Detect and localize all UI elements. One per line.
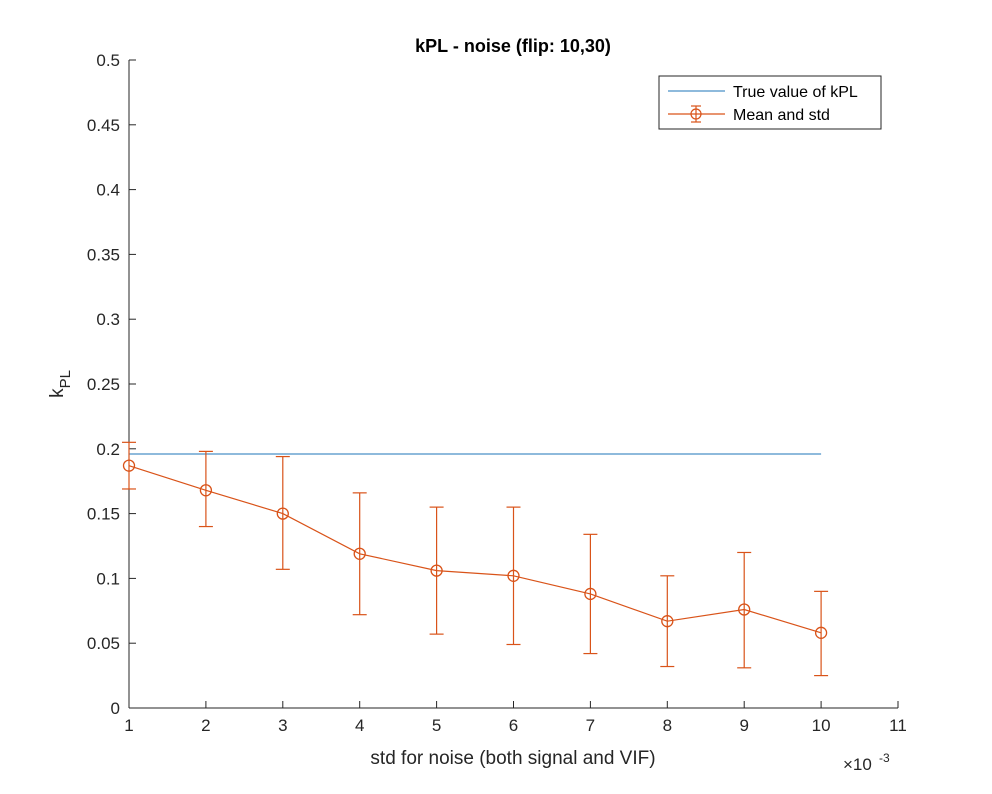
mean-marker [661, 615, 674, 628]
y-axis-label-main: kPL [47, 370, 74, 398]
x-axis-exponent-base: ×10 [843, 755, 872, 774]
errorbar-point [583, 533, 598, 655]
data-series [122, 441, 829, 677]
x-axis-exponent-power: -3 [879, 751, 890, 765]
errorbar-point [429, 506, 444, 635]
mean-marker [276, 507, 289, 520]
x-tick-label: 1 [124, 716, 133, 735]
x-tick-label: 9 [739, 716, 748, 735]
chart-title: kPL - noise (flip: 10,30) [415, 36, 611, 56]
mean-marker [814, 626, 828, 639]
legend-swatch-mean-std [668, 105, 725, 123]
x-tick-label: 5 [432, 716, 441, 735]
legend-swatch-marker [690, 108, 702, 120]
y-tick-label: 0.3 [96, 310, 120, 329]
mean-marker [122, 459, 136, 472]
errorbar-point [814, 590, 829, 677]
y-tick-label: 0.25 [87, 375, 120, 394]
y-tick-label: 0.35 [87, 245, 120, 264]
x-axis-label: std for noise (both signal and VIF) [370, 748, 655, 769]
y-axis-label-subscript: PL [57, 370, 74, 388]
mean-line [128, 465, 822, 634]
y-axis-label-k: k [47, 388, 68, 398]
errorbar-point [275, 455, 290, 570]
x-tick-label: 11 [889, 716, 907, 735]
x-tick-label: 7 [586, 716, 595, 735]
errorbar-point [737, 551, 752, 669]
x-axis-ticks: 1 2 3 4 5 6 7 8 9 10 11 [124, 701, 907, 735]
y-tick-label: 0 [111, 699, 120, 718]
errorbar-point [198, 450, 213, 528]
y-tick-label: 0.15 [87, 505, 120, 524]
mean-marker [738, 603, 751, 616]
y-tick-label: 0.1 [96, 569, 120, 588]
legend-label-mean-std: Mean and std [733, 107, 830, 124]
mean-marker [353, 547, 366, 560]
x-tick-label: 8 [663, 716, 672, 735]
y-axis-ticks: 0 0.05 0.1 0.15 0.2 0.25 0.3 0.35 0.4 0.45 0.5 [87, 51, 136, 718]
legend: True value of kPL Mean and std [658, 75, 882, 130]
y-axis-label: kPL [47, 370, 74, 398]
mean-marker [199, 484, 213, 497]
errorbar-point [660, 575, 675, 668]
x-tick-label: 2 [201, 716, 210, 735]
y-tick-label: 0.2 [96, 440, 120, 459]
x-axis-exponent: ×10 -3 [843, 751, 890, 774]
mean-marker [430, 564, 443, 577]
x-tick-label: 6 [509, 716, 518, 735]
errorbar-point [122, 441, 136, 490]
y-tick-label: 0.05 [87, 634, 120, 653]
x-tick-label: 10 [812, 716, 831, 735]
errorbar-point [352, 492, 367, 616]
mean-marker [507, 569, 520, 582]
errorbar-point [506, 506, 521, 646]
x-tick-label: 3 [278, 716, 287, 735]
mean-marker [584, 587, 597, 601]
legend-label-true-value: True value of kPL [733, 84, 858, 101]
y-tick-label: 0.4 [96, 181, 120, 200]
y-tick-label: 0.5 [96, 51, 120, 70]
y-tick-label: 0.45 [87, 116, 120, 135]
x-tick-label: 4 [355, 716, 364, 735]
